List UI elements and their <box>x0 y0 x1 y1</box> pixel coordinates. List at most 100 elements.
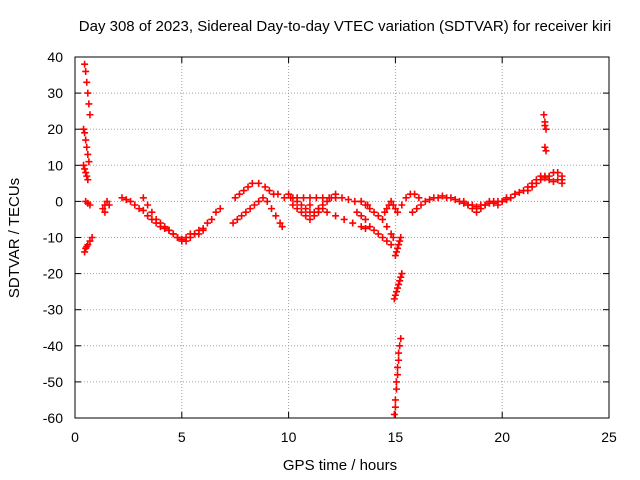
data-point <box>434 194 442 202</box>
data-point <box>541 143 549 151</box>
data-point <box>357 197 365 205</box>
data-point <box>383 205 391 213</box>
data-point <box>411 190 419 198</box>
series-sat-s <box>408 192 502 216</box>
data-point <box>233 215 241 223</box>
data-point <box>392 378 400 386</box>
data-point <box>394 208 402 216</box>
y-tick-label: -20 <box>43 266 63 282</box>
data-point <box>156 219 164 227</box>
data-point <box>306 194 314 202</box>
data-point <box>161 223 169 231</box>
data-point <box>169 230 177 238</box>
series-sat-a <box>81 60 94 119</box>
data-points <box>80 60 566 418</box>
data-point <box>374 230 382 238</box>
data-point <box>383 237 391 245</box>
x-tick-label: 20 <box>494 429 510 445</box>
data-point <box>88 234 96 241</box>
data-point <box>438 192 446 200</box>
data-point <box>511 190 519 198</box>
data-point <box>135 205 143 213</box>
data-point <box>85 158 93 166</box>
series-sat-n <box>353 208 395 249</box>
data-point <box>353 208 361 216</box>
data-point <box>195 226 203 234</box>
data-point <box>392 385 400 393</box>
data-point <box>542 125 550 133</box>
data-point <box>370 208 378 216</box>
data-point <box>80 125 88 133</box>
data-point <box>81 129 89 137</box>
y-axis-label: SDTVAR / TECUs <box>6 178 23 298</box>
data-point <box>231 194 239 202</box>
data-point <box>118 194 126 202</box>
data-point <box>464 201 472 209</box>
data-point <box>272 212 280 220</box>
data-point <box>395 349 403 357</box>
series-sat-o <box>381 190 423 216</box>
data-point <box>490 197 498 205</box>
data-point <box>379 215 387 223</box>
series-sat-c <box>80 161 92 184</box>
data-point <box>285 190 293 198</box>
data-point <box>468 205 476 213</box>
data-point <box>310 212 318 220</box>
data-point <box>391 252 399 260</box>
data-point <box>306 215 314 223</box>
data-point <box>554 169 562 177</box>
data-point <box>392 288 400 296</box>
data-point <box>105 201 113 209</box>
series-sat-i <box>231 179 372 209</box>
data-point <box>537 176 545 184</box>
data-point <box>351 197 359 205</box>
data-point <box>101 208 109 216</box>
data-point <box>387 230 395 238</box>
data-point <box>396 277 404 285</box>
data-point <box>528 183 536 191</box>
data-point <box>540 111 548 119</box>
chart-title: Day 308 of 2023, Sidereal Day-to-day VTE… <box>79 18 611 35</box>
data-point <box>191 230 199 238</box>
data-point <box>84 241 92 249</box>
data-point <box>366 205 374 213</box>
data-point <box>515 188 523 196</box>
data-point <box>261 183 269 191</box>
series-sat-w <box>540 111 550 155</box>
data-point <box>421 197 429 205</box>
data-point <box>390 295 398 303</box>
data-point <box>178 237 186 245</box>
data-point <box>477 205 485 213</box>
data-point <box>84 150 92 158</box>
data-point <box>374 212 382 220</box>
data-point <box>397 273 405 281</box>
data-point <box>541 174 549 182</box>
data-point <box>82 169 90 177</box>
series-sat-t <box>460 190 519 216</box>
data-point <box>481 201 489 209</box>
data-point <box>558 179 566 187</box>
data-point <box>246 205 254 213</box>
data-point <box>280 194 288 202</box>
data-point <box>144 201 152 209</box>
series-sat-j <box>285 190 340 216</box>
data-point <box>302 212 310 220</box>
data-point <box>394 284 402 292</box>
data-point <box>389 234 397 241</box>
data-point <box>248 179 256 187</box>
data-point <box>545 172 553 180</box>
data-point <box>498 197 506 205</box>
series-sat-l <box>306 201 369 232</box>
data-point <box>389 201 397 209</box>
data-point <box>144 212 152 220</box>
data-point <box>86 201 94 209</box>
data-point <box>148 208 156 216</box>
data-point <box>344 196 352 204</box>
data-point <box>83 78 91 86</box>
data-point <box>278 223 286 231</box>
data-point <box>208 215 216 223</box>
data-point <box>131 201 139 209</box>
data-point <box>319 194 327 202</box>
data-point <box>244 183 252 191</box>
